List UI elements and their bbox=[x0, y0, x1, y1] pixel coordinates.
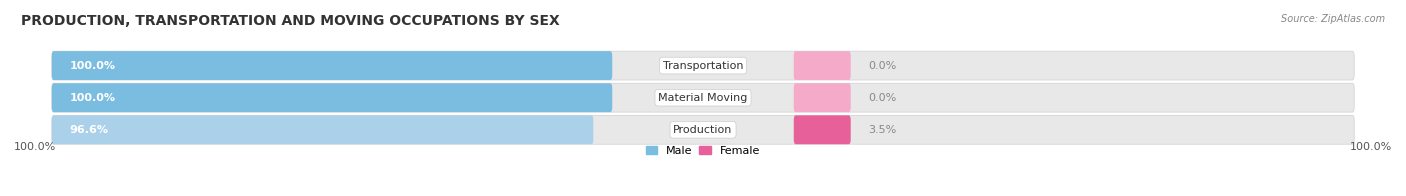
Legend: Male, Female: Male, Female bbox=[641, 142, 765, 161]
Text: 100.0%: 100.0% bbox=[14, 142, 56, 152]
Text: 96.6%: 96.6% bbox=[70, 125, 108, 135]
Text: Material Moving: Material Moving bbox=[658, 93, 748, 103]
Text: Production: Production bbox=[673, 125, 733, 135]
FancyBboxPatch shape bbox=[52, 83, 612, 112]
Text: 3.5%: 3.5% bbox=[869, 125, 897, 135]
Text: 100.0%: 100.0% bbox=[1350, 142, 1392, 152]
Text: 0.0%: 0.0% bbox=[869, 93, 897, 103]
FancyBboxPatch shape bbox=[52, 115, 1354, 144]
FancyBboxPatch shape bbox=[794, 83, 851, 112]
Text: Source: ZipAtlas.com: Source: ZipAtlas.com bbox=[1281, 14, 1385, 24]
FancyBboxPatch shape bbox=[52, 51, 612, 80]
Text: 100.0%: 100.0% bbox=[70, 61, 115, 71]
Text: 100.0%: 100.0% bbox=[70, 93, 115, 103]
FancyBboxPatch shape bbox=[52, 83, 1354, 112]
FancyBboxPatch shape bbox=[52, 115, 593, 144]
FancyBboxPatch shape bbox=[52, 51, 1354, 80]
Text: Transportation: Transportation bbox=[662, 61, 744, 71]
Text: PRODUCTION, TRANSPORTATION AND MOVING OCCUPATIONS BY SEX: PRODUCTION, TRANSPORTATION AND MOVING OC… bbox=[21, 14, 560, 28]
FancyBboxPatch shape bbox=[794, 115, 851, 144]
Text: 0.0%: 0.0% bbox=[869, 61, 897, 71]
FancyBboxPatch shape bbox=[794, 51, 851, 80]
